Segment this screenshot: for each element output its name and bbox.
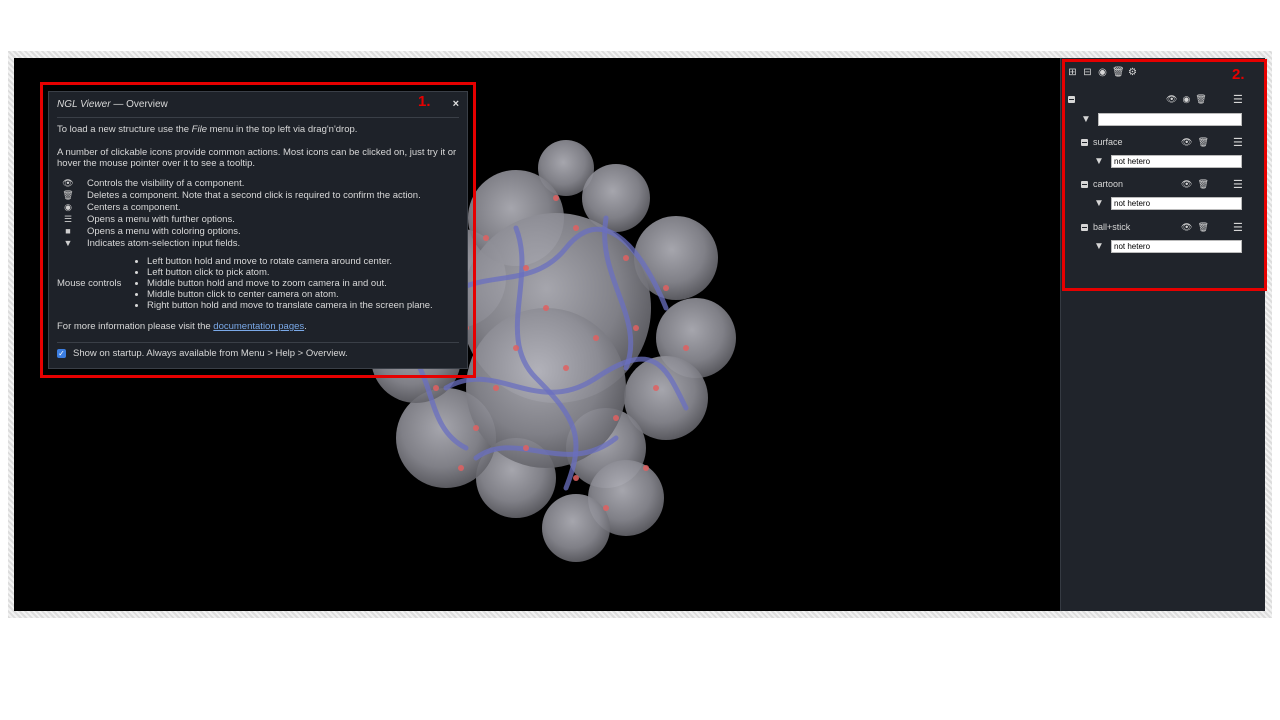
representation-name: cartoon bbox=[1093, 179, 1124, 189]
trash-icon[interactable]: 🗑 bbox=[1197, 222, 1209, 232]
menu-icon: ☰ bbox=[63, 213, 73, 224]
ngl-viewer-app: NGL Viewer — Overview × To load a new st… bbox=[14, 58, 1265, 611]
settings-icon[interactable]: ⚙ bbox=[1128, 67, 1137, 78]
representation-menu-icon[interactable]: ☰ bbox=[1233, 137, 1243, 149]
icon-help-list: 👁 Controls the visibility of a component.… bbox=[57, 177, 459, 249]
more-info-text: For more information please visit the do… bbox=[57, 321, 307, 332]
list-item: Left button hold and move to rotate came… bbox=[147, 256, 433, 267]
representation-actions: 👁 🗑 bbox=[1181, 179, 1209, 190]
list-item: 👁 Controls the visibility of a component. bbox=[62, 177, 245, 189]
list-item: ▼ Indicates atom-selection input fields. bbox=[57, 237, 459, 249]
collapse-component-icon[interactable] bbox=[1068, 96, 1075, 103]
filter-icon: ▼ bbox=[1094, 198, 1104, 209]
list-item: Right button hold and move to translate … bbox=[147, 300, 433, 311]
overview-title: NGL Viewer — Overview bbox=[57, 99, 168, 110]
expand-all-icon[interactable]: ⊞ bbox=[1068, 67, 1077, 78]
representation-actions: 👁 🗑 bbox=[1181, 137, 1209, 148]
ball-and-stick-atoms bbox=[423, 195, 689, 511]
representation-name: surface bbox=[1093, 137, 1123, 147]
collapse-representation-icon[interactable] bbox=[1081, 224, 1088, 231]
show-on-startup-checkbox[interactable]: ✓ bbox=[57, 349, 66, 358]
center-all-icon[interactable]: ◉ bbox=[1098, 67, 1107, 78]
eye-icon: 👁 bbox=[62, 177, 74, 188]
filter-icon: ▼ bbox=[1094, 241, 1104, 252]
close-button[interactable]: × bbox=[452, 98, 459, 110]
color-square-icon: ■ bbox=[65, 225, 71, 236]
list-item: 🗑 Deletes a component. Note that a second… bbox=[62, 189, 421, 201]
collapse-representation-icon[interactable] bbox=[1081, 181, 1088, 188]
component-selection-input[interactable] bbox=[1098, 113, 1242, 126]
filter-icon: ▼ bbox=[1094, 156, 1104, 167]
component-menu-icon[interactable]: ☰ bbox=[1233, 94, 1243, 106]
filter-icon: ▼ bbox=[1081, 114, 1091, 125]
list-item: ■ Opens a menu with coloring options. bbox=[57, 225, 459, 237]
trash-icon: 🗑 bbox=[62, 189, 74, 200]
components-side-panel: ⊞ ⊟ ◉ 🗑 ⚙ 👁 ◉ 🗑 ☰ ▼ surface 👁 🗑 ☰ ▼ cart… bbox=[1060, 58, 1265, 611]
mouse-controls-label: Mouse controls bbox=[57, 278, 122, 289]
filter-icon: ▼ bbox=[63, 237, 73, 248]
load-structure-text: To load a new structure use the File men… bbox=[57, 124, 358, 135]
overview-body: To load a new structure use the File men… bbox=[57, 124, 459, 359]
icons-intro-text: A number of clickable icons provide comm… bbox=[57, 147, 457, 169]
representation-name: ball+stick bbox=[1093, 222, 1131, 232]
side-toolbar: ⊞ ⊟ ◉ 🗑 ⚙ bbox=[1067, 67, 1138, 78]
representation-menu-icon[interactable]: ☰ bbox=[1233, 179, 1243, 191]
bullseye-icon: ◉ bbox=[64, 201, 72, 212]
trash-icon[interactable]: 🗑 bbox=[1197, 179, 1209, 189]
representation-selection-input[interactable] bbox=[1111, 155, 1242, 168]
list-item: ◉ Centers a component. bbox=[57, 201, 459, 213]
representation-actions: 👁 🗑 bbox=[1181, 222, 1209, 233]
annotation-label-2: 2. bbox=[1232, 66, 1245, 83]
list-item: Middle button hold and move to zoom came… bbox=[147, 278, 433, 289]
eye-icon[interactable]: 👁 bbox=[1166, 94, 1178, 104]
trash-icon[interactable]: 🗑 bbox=[1195, 94, 1207, 104]
center-icon[interactable]: ◉ bbox=[1182, 94, 1191, 104]
eye-icon[interactable]: 👁 bbox=[1181, 222, 1193, 232]
list-item: Middle button click to center camera on … bbox=[147, 289, 433, 300]
collapse-representation-icon[interactable] bbox=[1081, 139, 1088, 146]
trash-icon[interactable]: 🗑 bbox=[1197, 137, 1209, 147]
list-item: Left button click to pick atom. bbox=[147, 267, 433, 278]
representation-selection-input[interactable] bbox=[1111, 197, 1242, 210]
show-on-startup-label: Show on startup. Always available from M… bbox=[73, 348, 348, 359]
overview-dialog: NGL Viewer — Overview × To load a new st… bbox=[48, 91, 468, 369]
documentation-link[interactable]: documentation pages bbox=[213, 321, 305, 332]
eye-icon[interactable]: 👁 bbox=[1181, 137, 1193, 147]
overview-footer: ✓ Show on startup. Always available from… bbox=[57, 342, 459, 359]
representation-menu-icon[interactable]: ☰ bbox=[1233, 222, 1243, 234]
collapse-all-icon[interactable]: ⊟ bbox=[1083, 67, 1092, 78]
delete-all-icon[interactable]: 🗑 bbox=[1112, 67, 1125, 78]
representation-selection-input[interactable] bbox=[1111, 240, 1242, 253]
annotation-label-1: 1. bbox=[418, 93, 431, 110]
mouse-controls-section: Mouse controls Left button hold and move… bbox=[57, 256, 459, 311]
component-actions: 👁 ◉ 🗑 bbox=[1166, 94, 1207, 105]
list-item: ☰ Opens a menu with further options. bbox=[57, 213, 459, 225]
mouse-controls-list: Left button hold and move to rotate came… bbox=[129, 256, 433, 311]
eye-icon[interactable]: 👁 bbox=[1181, 179, 1193, 189]
overview-header: NGL Viewer — Overview × bbox=[57, 92, 459, 118]
